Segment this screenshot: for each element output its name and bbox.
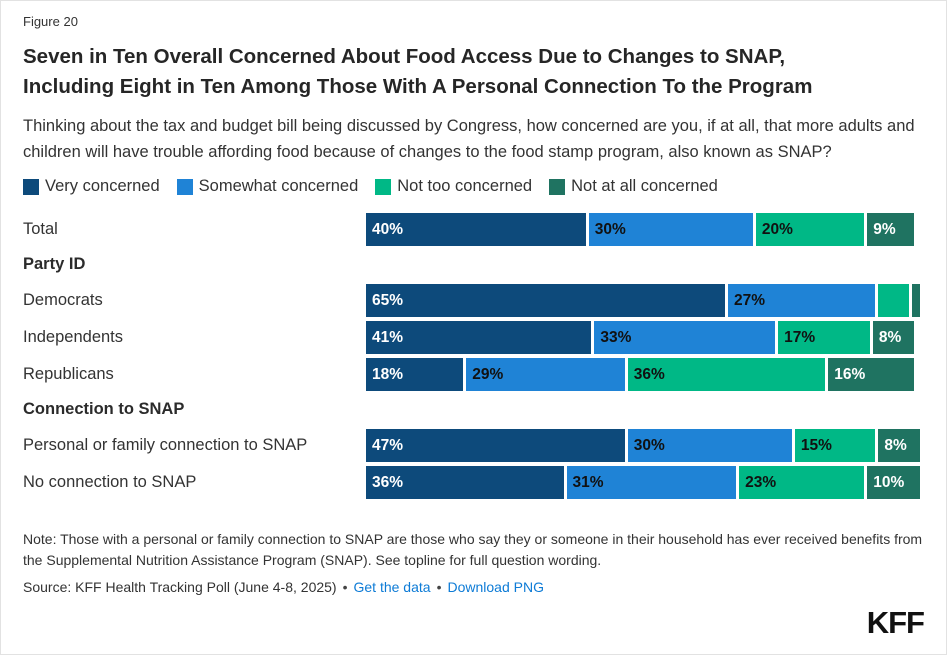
- title-line-2: Including Eight in Ten Among Those With …: [23, 75, 813, 98]
- bar-value-label: 10%: [873, 473, 905, 491]
- title-line-1: Seven in Ten Overall Concerned About Foo…: [23, 45, 786, 68]
- bar-value-label: 29%: [472, 365, 504, 383]
- bar-value-label: 30%: [633, 436, 665, 454]
- legend-swatch-icon: [23, 178, 39, 195]
- source-line: Source: KFF Health Tracking Poll (June 4…: [23, 579, 924, 595]
- bar-value-label: 65%: [372, 291, 404, 309]
- group-header: Connection to SNAP: [23, 400, 185, 418]
- bar-value-label: 40%: [372, 220, 404, 238]
- legend-item: Very concerned: [23, 177, 160, 196]
- bar-value-label: 36%: [633, 365, 665, 383]
- legend-swatch-icon: [549, 178, 566, 195]
- bar-value-label: 17%: [784, 328, 816, 346]
- bar-segment: 23%: [739, 466, 868, 499]
- bar-value-label: 33%: [600, 328, 632, 346]
- bar-segment: 8%: [878, 429, 923, 462]
- chart-row: Total 40% 30% 20% 9%: [23, 213, 924, 246]
- bar-value-label: 18%: [372, 365, 404, 383]
- bar-segment: 10%: [867, 466, 923, 499]
- bar-track: 40% 30% 20% 9%: [366, 213, 923, 246]
- bar-track: 36% 31% 23% 10%: [366, 466, 923, 499]
- bar-track: 18% 29% 36% 16%: [366, 358, 923, 391]
- get-the-data-link[interactable]: Get the data: [353, 579, 431, 595]
- bar-value-label: 8%: [878, 328, 902, 346]
- row-label: Independents: [23, 328, 124, 346]
- separator-dot: •: [342, 579, 348, 595]
- bar-segment: 65%: [366, 284, 729, 317]
- figure-title: Seven in Ten Overall Concerned About Foo…: [23, 42, 924, 102]
- chart-row: Independents 41% 33% 17% 8%: [23, 321, 924, 354]
- row-label: Personal or family connection to SNAP: [23, 436, 308, 454]
- legend-item: Somewhat concerned: [176, 177, 359, 196]
- bar-segment: 30%: [627, 429, 795, 462]
- kff-logo: KFF: [866, 605, 925, 640]
- bar-value-label: 16%: [834, 365, 866, 383]
- stacked-bar-chart: Total 40% 30% 20% 9% Party ID Democrats 65% 27% I…: [23, 213, 924, 499]
- bar-value-label: 31%: [572, 473, 604, 491]
- chart-legend: Very concerned Somewhat concerned Not too …: [23, 177, 924, 196]
- legend-swatch-icon: [176, 178, 193, 195]
- legend-label: Somewhat concerned: [198, 177, 359, 195]
- bar-value-label: 8%: [884, 436, 907, 454]
- bar-segment: 36%: [366, 466, 567, 499]
- row-label: Republicans: [23, 365, 114, 383]
- bar-segment: 27%: [728, 284, 879, 317]
- bar-segment: 9%: [867, 213, 918, 246]
- bar-track: 41% 33% 17% 8%: [366, 321, 923, 354]
- legend-item: Not too concerned: [375, 177, 532, 196]
- bar-segment: 30%: [588, 213, 756, 246]
- figure-label: Figure 20: [23, 14, 78, 29]
- note-text: Note: Those with a personal or family co…: [23, 531, 923, 568]
- bar-segment: 15%: [794, 429, 879, 462]
- bar-value-label: 15%: [800, 436, 832, 454]
- bar-segment: 31%: [566, 466, 740, 499]
- row-label: Total: [23, 220, 58, 238]
- chart-row: No connection to SNAP 36% 31% 23% 10%: [23, 466, 924, 499]
- bar-value-label: 27%: [734, 291, 766, 309]
- bar-segment: 8%: [872, 321, 918, 354]
- download-png-link[interactable]: Download PNG: [447, 579, 544, 595]
- bar-segment: 41%: [366, 321, 595, 354]
- chart-row: Personal or family connection to SNAP 47%…: [23, 429, 924, 462]
- bar-segment: [878, 284, 912, 317]
- bar-value-label: 9%: [873, 220, 896, 238]
- bar-value-label: 30%: [594, 220, 626, 238]
- bar-segment: 17%: [778, 321, 873, 354]
- separator-dot: •: [436, 579, 442, 595]
- chart-row: Republicans 18% 29% 36% 16%: [23, 358, 924, 391]
- bar-segment: 18%: [366, 358, 467, 391]
- legend-swatch-icon: [375, 178, 392, 195]
- bar-segment: 33%: [594, 321, 779, 354]
- row-label: Democrats: [23, 291, 103, 309]
- group-header: Party ID: [23, 255, 86, 273]
- legend-label: Very concerned: [45, 177, 160, 195]
- bar-value-label: 23%: [745, 473, 777, 491]
- row-label: No connection to SNAP: [23, 473, 197, 491]
- bar-segment: 29%: [466, 358, 628, 391]
- bar-value-label: 47%: [372, 436, 404, 454]
- bar-segment: 16%: [828, 358, 918, 391]
- bar-segment: 47%: [366, 429, 628, 462]
- chart-row: Democrats 65% 27%: [23, 284, 924, 317]
- bar-value-label: 41%: [372, 328, 404, 346]
- source-text: Source: KFF Health Tracking Poll (June 4…: [23, 579, 337, 595]
- bar-track: 47% 30% 15% 8%: [366, 429, 923, 462]
- bar-value-label: 36%: [372, 473, 404, 491]
- bar-segment: 36%: [627, 358, 829, 391]
- bar-track: 65% 27%: [366, 284, 923, 317]
- question-text: Thinking about the tax and budget bill b…: [23, 117, 915, 161]
- legend-item: Not at all concerned: [549, 177, 718, 196]
- legend-label: Not too concerned: [397, 177, 533, 195]
- bar-segment: [911, 284, 923, 317]
- bar-segment: 40%: [366, 213, 589, 246]
- bar-segment: 20%: [755, 213, 868, 246]
- bar-value-label: 20%: [761, 220, 793, 238]
- legend-label: Not at all concerned: [571, 177, 718, 195]
